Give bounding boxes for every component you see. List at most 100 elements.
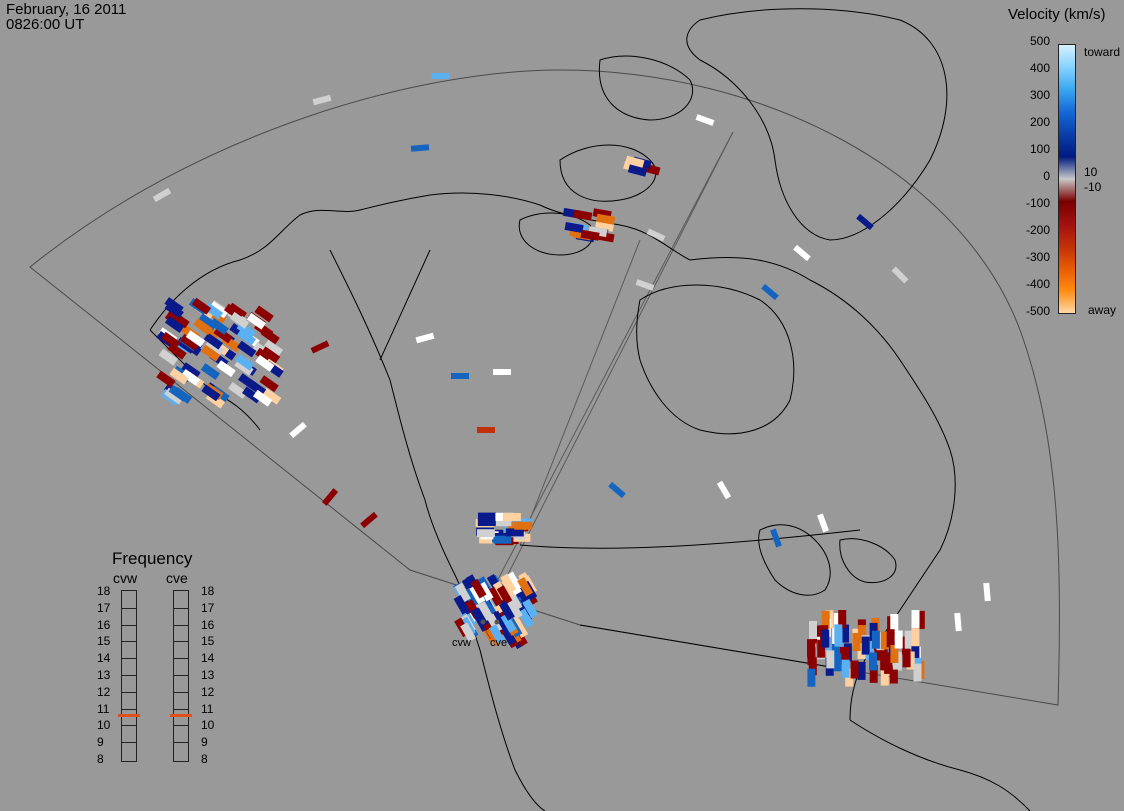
scatter-cell (852, 633, 861, 651)
scatter-cell (596, 213, 616, 225)
scatter-cell (216, 360, 236, 378)
scatter-cell (635, 279, 655, 291)
scatter-cell (236, 328, 257, 346)
scatter-cell (850, 660, 859, 679)
scatter-cell (493, 535, 512, 544)
frequency-marker (170, 713, 192, 717)
scatter-cell (841, 659, 850, 678)
scatter-cell (821, 610, 830, 629)
fov-outline (29, 69, 1060, 706)
scatter-cell (871, 630, 880, 649)
frequency-gridline (122, 708, 136, 710)
scatter-cell (310, 340, 330, 354)
scatter-cell (834, 628, 843, 647)
scatter-cell (856, 213, 874, 231)
scatter-cell (181, 369, 201, 386)
colorbar-tick: -300 (1025, 250, 1050, 264)
scatter-cell (261, 387, 282, 405)
scatter-cell (213, 326, 233, 344)
frequency-gridline (122, 641, 136, 643)
scatter-cell (203, 332, 224, 350)
frequency-label-left: 13 (97, 668, 111, 682)
frequency-label-left: 10 (97, 718, 111, 733)
scatter-cell (983, 582, 991, 602)
frequency-label-right: 9 (201, 735, 208, 750)
frequency-label-left: 16 (97, 617, 111, 632)
frequency-marker (118, 713, 140, 717)
scatter-cell (235, 353, 255, 371)
beam-line (494, 131, 734, 586)
scatter-cell (193, 318, 213, 336)
scatter-cell (505, 528, 524, 537)
scatter-cell (169, 367, 189, 385)
scatter-cell (477, 427, 495, 433)
scatter-cell (890, 614, 899, 632)
scatter-cell (200, 363, 221, 380)
scatter-cell (470, 578, 487, 599)
scatter-cell (807, 668, 816, 687)
scatter-cell (289, 421, 307, 439)
scatter-cell (716, 480, 732, 500)
scatter-cell (415, 332, 435, 344)
frequency-label-right: 10 (201, 718, 215, 733)
tick-minus-10: -10 (1084, 180, 1102, 194)
scatter-cell (460, 622, 477, 642)
freq-radar-east: cve (166, 570, 188, 586)
frequency-label-right: 14 (201, 651, 215, 666)
scatter-cell (238, 373, 258, 391)
frequency-label-left: 11 (97, 701, 110, 716)
scatter-cell (158, 348, 178, 366)
scatter-cell (246, 312, 267, 330)
station-west-label: cvw (452, 637, 471, 649)
scatter-cell (500, 625, 517, 646)
scatter-cell (761, 283, 779, 301)
colorbar-tick: -400 (1025, 277, 1050, 291)
frequency-gridline (174, 624, 188, 626)
scatter-cell (360, 511, 378, 529)
scatter-cell (253, 389, 273, 407)
scatter-cell (493, 518, 512, 527)
scatter-cell (821, 629, 830, 648)
frequency-label-left: 17 (97, 600, 111, 615)
frequency-label-right: 16 (201, 617, 215, 632)
scatter-cell (625, 155, 645, 168)
scatter-cell (627, 164, 648, 177)
scatter-cell (869, 652, 877, 671)
frequency-label-right: 13 (201, 668, 215, 682)
frequency-column-cve (173, 590, 189, 762)
scatter-cell (479, 535, 498, 544)
colorbar-tick: 400 (1029, 61, 1050, 75)
frequency-label-left: 15 (97, 634, 111, 649)
scatter-cell (191, 297, 212, 315)
scatter-cell (172, 387, 193, 404)
frequency-label-left: 18 (97, 584, 111, 598)
toward-label: toward (1084, 45, 1121, 59)
scatter-cell (498, 601, 515, 621)
scatter-cell (496, 585, 513, 605)
frequency-label-left: 9 (97, 735, 104, 750)
scatter-cell (228, 382, 248, 399)
scatter-cell (259, 375, 279, 393)
scatter-cell (911, 628, 920, 647)
frequency-gridline (122, 675, 136, 676)
scatter-cell (518, 608, 535, 628)
frequency-gridline (122, 691, 136, 693)
scatter-cell (493, 369, 511, 375)
frequency-gridline (174, 708, 188, 710)
frequency-label-right: 17 (201, 600, 215, 615)
frequency-label-right: 18 (201, 584, 215, 598)
scatter-cell (580, 229, 600, 241)
frequency-gridline (174, 641, 188, 643)
frequency-gridline (122, 742, 136, 744)
scatter-cell (954, 612, 962, 632)
scatter-cell (500, 573, 517, 594)
colorbar-tick: 500 (1029, 34, 1050, 48)
frequency-label-left: 12 (97, 684, 111, 699)
scatter-cell (904, 630, 913, 649)
scatter-cell (646, 228, 666, 242)
frequency-gridline (122, 624, 136, 626)
frequency-gridline (174, 742, 188, 744)
velocity-colorbar (1058, 44, 1076, 314)
scatter-cell (321, 488, 339, 506)
